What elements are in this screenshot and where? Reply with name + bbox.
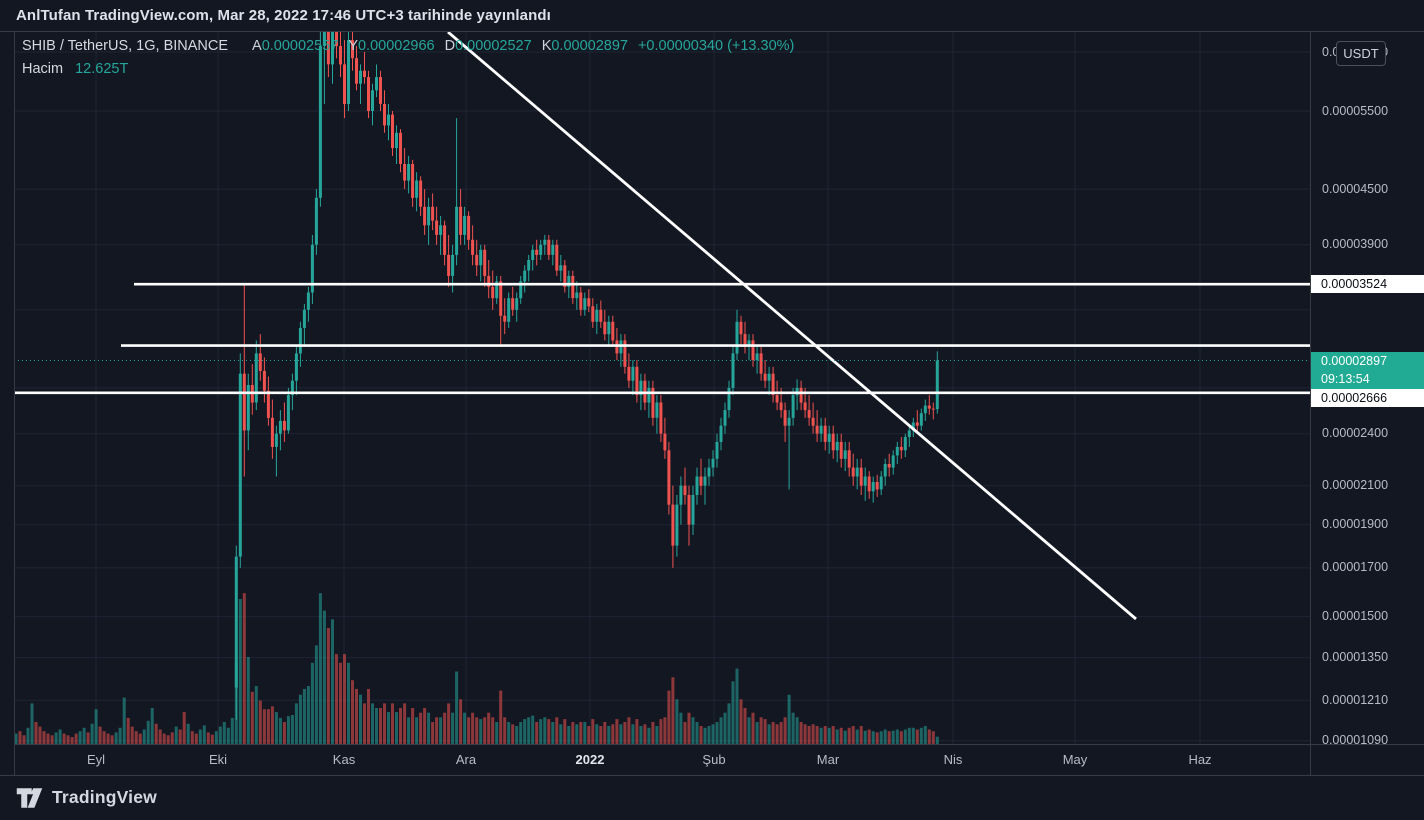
time-axis-label[interactable]: 2022: [575, 752, 605, 767]
pane-border-bottom: [0, 775, 1424, 776]
price-tick-label: 0.00001350: [1322, 650, 1389, 665]
footer: TradingView: [0, 775, 1424, 820]
attribution-text: AnlTufan TradingView.com, Mar 28, 2022 1…: [16, 7, 551, 24]
price-tick-label: 0.00004500: [1322, 181, 1389, 196]
price-tick-label: 0.00002100: [1322, 478, 1389, 493]
time-axis-label[interactable]: Eki: [208, 752, 228, 767]
bar-countdown: 09:13:54: [1321, 371, 1370, 386]
price-axis[interactable]: 0.000064000.000055000.000045000.00003900…: [1310, 31, 1424, 744]
pane-border-left: [14, 31, 15, 775]
time-axis-label[interactable]: Şub: [702, 752, 726, 767]
price-tick-label: 0.00001090: [1322, 733, 1389, 744]
price-tick-label: 0.00001900: [1322, 517, 1389, 532]
candles: [234, 31, 939, 720]
pane-border-top: [0, 31, 1424, 32]
time-axis-label[interactable]: Eyl: [86, 752, 106, 767]
drawing-price-label: 0.00002666: [1310, 389, 1424, 407]
tradingview-brand-text[interactable]: TradingView: [52, 787, 157, 807]
time-axis-label[interactable]: May: [1062, 752, 1088, 767]
trendline: [447, 31, 1137, 621]
grid: [14, 31, 1310, 744]
drawing-price-label: 0.00003524: [1310, 275, 1424, 294]
horizontal-rays: [14, 282, 1310, 395]
attribution-bar: AnlTufan TradingView.com, Mar 28, 2022 1…: [0, 0, 1424, 31]
pane-border-axis-top: [14, 744, 1424, 745]
time-axis-label[interactable]: Mar: [816, 752, 840, 767]
time-axis-label[interactable]: Ara: [455, 752, 477, 767]
tradingview-logo-icon[interactable]: [16, 787, 43, 809]
pane-border-right: [1310, 31, 1311, 775]
price-tick-label: 0.00001700: [1322, 560, 1389, 575]
candlestick-chart[interactable]: [0, 0, 1424, 775]
time-axis-label[interactable]: Nis: [943, 752, 963, 767]
price-tick-label: 0.00001500: [1322, 609, 1389, 624]
time-axis-label[interactable]: Kas: [332, 752, 356, 767]
time-axis-label[interactable]: Haz: [1188, 752, 1212, 767]
current-price-value: 0.00002897: [1321, 353, 1388, 368]
time-axis[interactable]: Eyl Eki Kas Ara 2022 Şub Mar Nis May Haz: [0, 745, 1424, 775]
current-price-label: 0.00002897 09:13:54: [1310, 351, 1424, 389]
price-tick-label: 0.00005500: [1322, 103, 1389, 118]
price-tick-label: 0.00001210: [1322, 692, 1389, 707]
volume-bars: [14, 593, 939, 744]
currency-toggle-button[interactable]: USDT: [1336, 41, 1386, 66]
price-tick-label: 0.00002400: [1322, 426, 1389, 441]
price-tick-label: 0.00003900: [1322, 237, 1389, 252]
